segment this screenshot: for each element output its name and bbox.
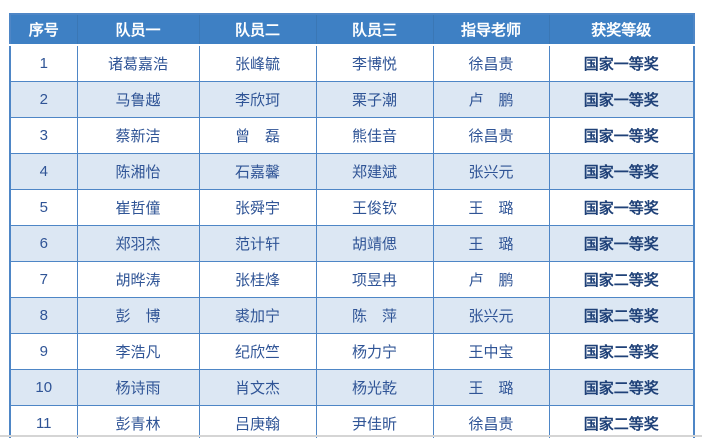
cell-member2: 裘加宁 [198, 297, 317, 334]
cell-member1: 马鲁越 [76, 81, 200, 118]
cell-member3: 栗子潮 [315, 81, 434, 118]
col-header-serial: 序号 [9, 13, 78, 46]
cell-teacher: 王 璐 [432, 225, 550, 262]
col-header-member3: 队员三 [315, 13, 434, 46]
cell-serial: 3 [9, 117, 78, 154]
cell-award: 国家二等奖 [548, 405, 695, 438]
cell-teacher: 徐昌贵 [432, 117, 550, 154]
cell-member1: 胡晔涛 [76, 261, 200, 298]
col-header-member2: 队员二 [198, 13, 317, 46]
cell-member2: 张桂烽 [198, 261, 317, 298]
cell-award: 国家一等奖 [548, 81, 695, 118]
award-results-table: 序号 队员一 队员二 队员三 指导老师 获奖等级 1 诸葛嘉浩 张峰毓 李博悦 … [9, 13, 695, 438]
cell-member1: 蔡新洁 [76, 117, 200, 154]
cell-teacher: 王 璐 [432, 189, 550, 226]
table-row: 8 彭 博 裘加宁 陈 萍 张兴元 国家二等奖 [9, 297, 695, 334]
cell-member2: 李欣珂 [198, 81, 317, 118]
cell-member1: 陈湘怡 [76, 153, 200, 190]
cell-member1: 郑羽杰 [76, 225, 200, 262]
cell-member1: 诸葛嘉浩 [76, 44, 200, 82]
cell-award: 国家一等奖 [548, 189, 695, 226]
cell-serial: 6 [9, 225, 78, 262]
col-header-teacher: 指导老师 [432, 13, 550, 46]
cell-teacher: 张兴元 [432, 153, 550, 190]
cell-award: 国家一等奖 [548, 153, 695, 190]
cell-teacher: 徐昌贵 [432, 44, 550, 82]
cell-serial: 1 [9, 44, 78, 82]
cell-teacher: 王 璐 [432, 369, 550, 406]
cell-member3: 杨光乾 [315, 369, 434, 406]
cell-member2: 曾 磊 [198, 117, 317, 154]
cell-award: 国家二等奖 [548, 297, 695, 334]
table-row: 7 胡晔涛 张桂烽 项昱冉 卢 鹏 国家二等奖 [9, 261, 695, 298]
cell-member3: 郑建斌 [315, 153, 434, 190]
cell-member2: 范计轩 [198, 225, 317, 262]
col-header-member1: 队员一 [76, 13, 200, 46]
cell-teacher: 王中宝 [432, 333, 550, 370]
cell-member2: 张峰毓 [198, 44, 317, 82]
cell-member1: 彭 博 [76, 297, 200, 334]
cell-award: 国家二等奖 [548, 261, 695, 298]
table-row: 9 李浩凡 纪欣竺 杨力宁 王中宝 国家二等奖 [9, 333, 695, 370]
cell-serial: 9 [9, 333, 78, 370]
cell-serial: 11 [9, 405, 78, 438]
window-bottom-edge [0, 435, 702, 437]
cell-member1: 李浩凡 [76, 333, 200, 370]
cell-serial: 2 [9, 81, 78, 118]
cell-serial: 7 [9, 261, 78, 298]
table-row: 5 崔哲僮 张舜宇 王俊钦 王 璐 国家一等奖 [9, 189, 695, 226]
cell-teacher: 张兴元 [432, 297, 550, 334]
col-header-award: 获奖等级 [548, 13, 695, 46]
table-row: 6 郑羽杰 范计轩 胡靖偲 王 璐 国家一等奖 [9, 225, 695, 262]
cell-member1: 崔哲僮 [76, 189, 200, 226]
cell-member2: 张舜宇 [198, 189, 317, 226]
cell-member2: 石嘉馨 [198, 153, 317, 190]
table-row: 1 诸葛嘉浩 张峰毓 李博悦 徐昌贵 国家一等奖 [9, 44, 695, 82]
cell-serial: 5 [9, 189, 78, 226]
cell-teacher: 徐昌贵 [432, 405, 550, 438]
cell-member1: 杨诗雨 [76, 369, 200, 406]
cell-member3: 李博悦 [315, 44, 434, 82]
cell-member3: 陈 萍 [315, 297, 434, 334]
table-row: 4 陈湘怡 石嘉馨 郑建斌 张兴元 国家一等奖 [9, 153, 695, 190]
cell-award: 国家一等奖 [548, 117, 695, 154]
cell-teacher: 卢 鹏 [432, 81, 550, 118]
cell-award: 国家二等奖 [548, 333, 695, 370]
cell-serial: 10 [9, 369, 78, 406]
cell-teacher: 卢 鹏 [432, 261, 550, 298]
cell-award: 国家二等奖 [548, 369, 695, 406]
table-row: 2 马鲁越 李欣珂 栗子潮 卢 鹏 国家一等奖 [9, 81, 695, 118]
cell-member3: 项昱冉 [315, 261, 434, 298]
table-header-row: 序号 队员一 队员二 队员三 指导老师 获奖等级 [9, 13, 695, 46]
cell-award: 国家一等奖 [548, 44, 695, 82]
table-row: 3 蔡新洁 曾 磊 熊佳音 徐昌贵 国家一等奖 [9, 117, 695, 154]
cell-member3: 王俊钦 [315, 189, 434, 226]
cell-member2: 纪欣竺 [198, 333, 317, 370]
cell-serial: 4 [9, 153, 78, 190]
cell-member3: 尹佳昕 [315, 405, 434, 438]
cell-member3: 胡靖偲 [315, 225, 434, 262]
cell-member2: 肖文杰 [198, 369, 317, 406]
cell-member3: 熊佳音 [315, 117, 434, 154]
cell-member3: 杨力宁 [315, 333, 434, 370]
table-row: 10 杨诗雨 肖文杰 杨光乾 王 璐 国家二等奖 [9, 369, 695, 406]
cell-award: 国家一等奖 [548, 225, 695, 262]
cell-serial: 8 [9, 297, 78, 334]
cell-member1: 彭青林 [76, 405, 200, 438]
cell-member2: 吕庚翰 [198, 405, 317, 438]
table-row: 11 彭青林 吕庚翰 尹佳昕 徐昌贵 国家二等奖 [9, 405, 695, 438]
